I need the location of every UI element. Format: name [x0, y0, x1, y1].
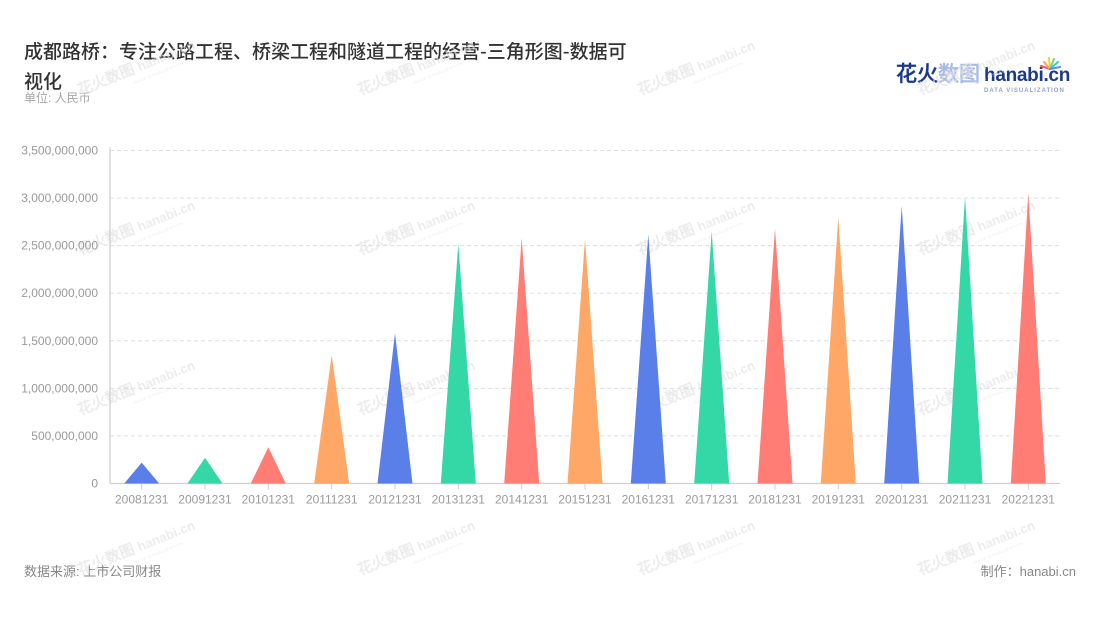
svg-text:500,000,000: 500,000,000 — [31, 429, 98, 443]
svg-text:20151231: 20151231 — [558, 493, 612, 507]
svg-text:20211231: 20211231 — [939, 493, 992, 507]
svg-text:20131231: 20131231 — [432, 493, 486, 507]
svg-text:2,500,000,000: 2,500,000,000 — [21, 239, 98, 253]
svg-text:1,500,000,000: 1,500,000,000 — [21, 334, 98, 348]
svg-text:3,000,000,000: 3,000,000,000 — [21, 191, 98, 205]
svg-text:20171231: 20171231 — [685, 493, 739, 507]
svg-text:1,000,000,000: 1,000,000,000 — [21, 381, 98, 395]
svg-text:20141231: 20141231 — [495, 493, 549, 507]
svg-text:20181231: 20181231 — [748, 493, 802, 507]
svg-text:20201231: 20201231 — [875, 493, 929, 507]
svg-text:2,000,000,000: 2,000,000,000 — [21, 286, 98, 300]
svg-text:20091231: 20091231 — [178, 493, 232, 507]
svg-text:3,500,000,000: 3,500,000,000 — [21, 144, 98, 158]
svg-text:20161231: 20161231 — [622, 493, 676, 507]
svg-text:20101231: 20101231 — [242, 493, 296, 507]
svg-text:20221231: 20221231 — [1002, 493, 1056, 507]
svg-text:20121231: 20121231 — [368, 493, 422, 507]
svg-text:20111231: 20111231 — [306, 493, 358, 507]
svg-text:0: 0 — [91, 477, 98, 491]
svg-text:20191231: 20191231 — [812, 493, 866, 507]
svg-text:20081231: 20081231 — [115, 493, 169, 507]
